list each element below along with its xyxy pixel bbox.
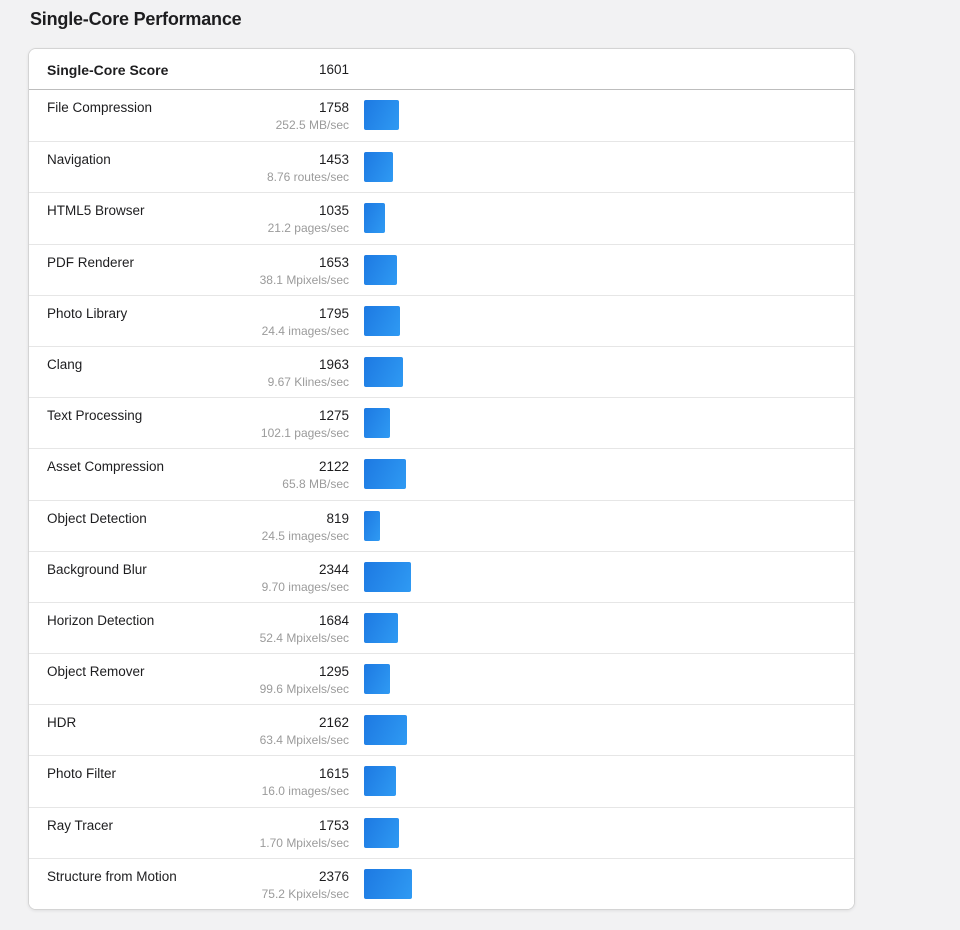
score-bar xyxy=(364,254,397,285)
benchmark-row: Object Detection 819 24.5 images/sec xyxy=(29,499,854,551)
page-title: Single-Core Performance xyxy=(30,9,242,29)
benchmark-rows: File Compression 1758 252.5 MB/sec Navig… xyxy=(29,90,854,909)
benchmark-rate: 16.0 images/sec xyxy=(261,784,349,799)
benchmark-row: PDF Renderer 1653 38.1 Mpixels/sec xyxy=(29,243,854,295)
score-bar xyxy=(364,459,406,490)
score-bar xyxy=(364,868,412,899)
benchmark-rate: 9.67 Klines/sec xyxy=(267,374,349,389)
benchmark-rate: 65.8 MB/sec xyxy=(282,477,349,492)
score-bar xyxy=(364,612,398,643)
benchmark-row: Clang 1963 9.67 Klines/sec xyxy=(29,345,854,398)
benchmark-rate: 63.4 Mpixels/sec xyxy=(259,733,349,748)
benchmark-name: Photo Filter xyxy=(47,766,117,782)
score-bar xyxy=(364,100,399,130)
benchmark-rate: 38.1 Mpixels/sec xyxy=(259,272,349,287)
benchmark-score: 1295 xyxy=(318,664,349,680)
benchmark-row: File Compression 1758 252.5 MB/sec xyxy=(29,90,854,142)
benchmark-row: Text Processing 1275 102.1 pages/sec xyxy=(29,397,854,449)
benchmark-score: 819 xyxy=(326,510,349,526)
benchmark-score: 1275 xyxy=(318,408,349,424)
benchmark-name: Object Remover xyxy=(47,664,145,680)
benchmark-name: File Compression xyxy=(47,100,153,115)
benchmark-score: 2376 xyxy=(318,868,349,884)
summary-label: Single-Core Score xyxy=(47,62,169,78)
benchmark-row: HDR 2162 63.4 Mpixels/sec xyxy=(29,704,854,756)
benchmark-name: Structure from Motion xyxy=(47,868,177,884)
benchmark-row: Background Blur 2344 9.70 images/sec xyxy=(29,550,854,602)
benchmark-name: Photo Library xyxy=(47,305,128,321)
benchmark-rate: 24.5 images/sec xyxy=(261,528,349,543)
benchmark-name: Ray Tracer xyxy=(47,817,114,833)
benchmark-score: 1963 xyxy=(318,356,349,372)
benchmark-row: Structure from Motion 2376 75.2 Kpixels/… xyxy=(29,857,854,909)
benchmark-name: Object Detection xyxy=(47,510,147,526)
benchmark-rate: 99.6 Mpixels/sec xyxy=(259,682,349,697)
score-bar xyxy=(364,664,390,695)
benchmark-score: 1758 xyxy=(318,100,349,115)
benchmark-row: Photo Library 1795 24.4 images/sec xyxy=(29,294,854,346)
benchmark-name: Horizon Detection xyxy=(47,612,155,628)
summary-row: Single-Core Score 1601 xyxy=(29,49,854,90)
benchmark-name: Background Blur xyxy=(47,561,147,577)
benchmark-name: PDF Renderer xyxy=(47,254,135,270)
benchmark-rate: 21.2 pages/sec xyxy=(267,221,349,236)
benchmark-name: Clang xyxy=(47,356,83,372)
score-bar xyxy=(364,715,407,746)
benchmark-name: Asset Compression xyxy=(47,459,165,475)
benchmark-row: Asset Compression 2122 65.8 MB/sec xyxy=(29,448,854,500)
benchmark-row: Navigation 1453 8.76 routes/sec xyxy=(29,141,854,193)
benchmark-score: 1653 xyxy=(318,254,349,270)
benchmark-rate: 24.4 images/sec xyxy=(261,323,349,338)
score-bar xyxy=(364,817,399,848)
benchmark-score: 2122 xyxy=(318,459,349,475)
benchmark-name: Text Processing xyxy=(47,408,143,424)
benchmark-rate: 52.4 Mpixels/sec xyxy=(259,630,349,645)
score-bar xyxy=(364,356,403,387)
score-bar xyxy=(364,305,400,336)
benchmark-rate: 1.70 Mpixels/sec xyxy=(259,835,349,850)
benchmark-row: HTML5 Browser 1035 21.2 pages/sec xyxy=(29,192,854,244)
benchmark-name: HDR xyxy=(47,715,77,731)
benchmark-row: Ray Tracer 1753 1.70 Mpixels/sec xyxy=(29,806,854,858)
score-bar xyxy=(364,203,385,234)
benchmark-score: 1795 xyxy=(318,305,349,321)
benchmark-rate: 9.70 images/sec xyxy=(261,579,349,594)
score-bar xyxy=(364,561,411,592)
benchmark-card: Single-Core Score 1601 File Compression … xyxy=(28,48,855,910)
benchmark-row: Photo Filter 1615 16.0 images/sec xyxy=(29,755,854,807)
benchmark-score: 1615 xyxy=(318,766,349,782)
benchmark-score: 1035 xyxy=(318,203,349,219)
benchmark-rate: 75.2 Kpixels/sec xyxy=(261,886,349,901)
benchmark-row: Object Remover 1295 99.6 Mpixels/sec xyxy=(29,653,854,705)
score-bar xyxy=(364,766,396,797)
benchmark-score: 1684 xyxy=(318,612,349,628)
score-bar xyxy=(364,510,380,541)
benchmark-rate: 8.76 routes/sec xyxy=(266,170,349,185)
benchmark-name: HTML5 Browser xyxy=(47,203,145,219)
benchmark-score: 1753 xyxy=(318,817,349,833)
benchmark-score: 1453 xyxy=(318,152,349,168)
benchmark-rate: 252.5 MB/sec xyxy=(275,118,349,132)
benchmark-name: Navigation xyxy=(47,152,111,168)
benchmark-score: 2344 xyxy=(318,561,349,577)
score-bar xyxy=(364,408,390,439)
benchmark-score: 2162 xyxy=(318,715,349,731)
summary-score: 1601 xyxy=(318,62,349,77)
benchmark-rate: 102.1 pages/sec xyxy=(260,426,349,441)
benchmark-row: Horizon Detection 1684 52.4 Mpixels/sec xyxy=(29,601,854,654)
score-bar xyxy=(364,152,393,183)
